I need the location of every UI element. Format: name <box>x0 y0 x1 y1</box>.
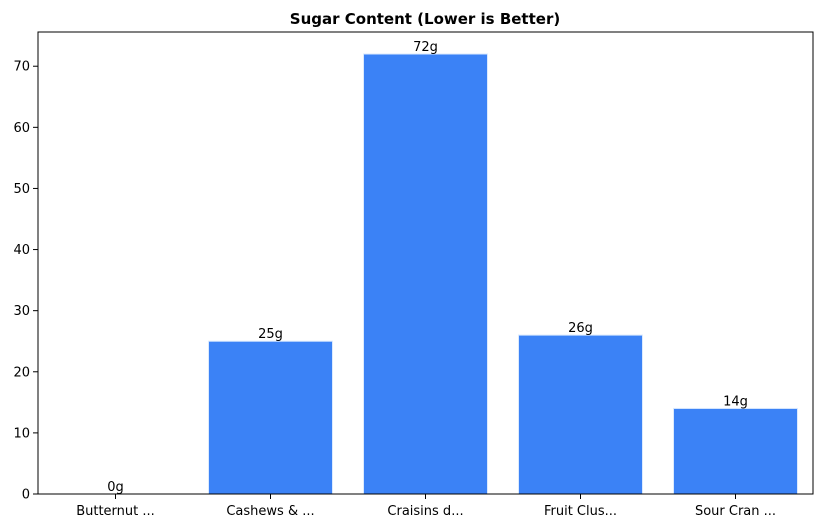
bar <box>363 53 488 495</box>
x-tick-label: Craisins d... <box>387 504 463 519</box>
data-label: 26g <box>568 321 593 336</box>
data-label: 14g <box>723 394 748 409</box>
x-tick-label: Sour Cran ... <box>695 504 776 519</box>
bar <box>518 334 643 495</box>
y-tick-label: 70 <box>13 60 30 75</box>
data-label: 25g <box>258 327 283 342</box>
x-tick-label: Fruit Clus... <box>544 504 617 519</box>
bar <box>208 340 333 495</box>
y-tick-label: 30 <box>13 304 30 319</box>
y-tick-label: 10 <box>13 426 30 441</box>
y-tick-label: 60 <box>13 121 30 136</box>
bars-group <box>208 53 798 495</box>
y-tick-label: 20 <box>13 365 30 380</box>
data-labels-group: 0g 25g 72g 26g 14g <box>107 40 748 495</box>
x-tick-label: Butternut ... <box>76 504 155 519</box>
x-tick-label: Cashews & ... <box>226 504 314 519</box>
x-axis: Butternut ... Cashews & ... Craisins d... F… <box>76 494 776 519</box>
chart-title: Sugar Content (Lower is Better) <box>290 10 560 28</box>
y-axis: 0 10 20 30 40 50 60 70 <box>13 60 38 503</box>
data-label: 72g <box>413 40 438 55</box>
data-label: 0g <box>107 480 124 495</box>
y-tick-label: 50 <box>13 182 30 197</box>
bar <box>673 407 798 495</box>
y-tick-label: 40 <box>13 243 30 258</box>
y-tick-label: 0 <box>22 488 30 503</box>
